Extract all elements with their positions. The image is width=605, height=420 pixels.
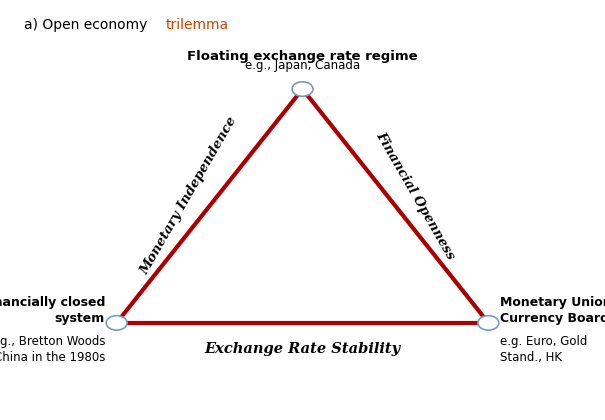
Circle shape	[292, 82, 313, 96]
Text: Financially closed
system: Financially closed system	[0, 296, 105, 326]
Text: Monetary Union /
Currency Board: Monetary Union / Currency Board	[500, 296, 605, 326]
Text: e.g., Japan, Canada: e.g., Japan, Canada	[245, 59, 360, 72]
Circle shape	[478, 316, 499, 330]
Text: a) Open economy: a) Open economy	[24, 18, 151, 32]
Circle shape	[106, 316, 127, 330]
Text: Exchange Rate Stability: Exchange Rate Stability	[204, 342, 401, 356]
Text: e.g., Bretton Woods
China in the 1980s: e.g., Bretton Woods China in the 1980s	[0, 335, 105, 364]
Text: Floating exchange rate regime: Floating exchange rate regime	[187, 50, 418, 63]
Text: Monetary Independence: Monetary Independence	[139, 115, 240, 277]
Text: Financial Openness: Financial Openness	[374, 130, 458, 262]
Text: trilemma: trilemma	[166, 18, 229, 32]
Text: e.g. Euro, Gold
Stand., HK: e.g. Euro, Gold Stand., HK	[500, 335, 587, 364]
